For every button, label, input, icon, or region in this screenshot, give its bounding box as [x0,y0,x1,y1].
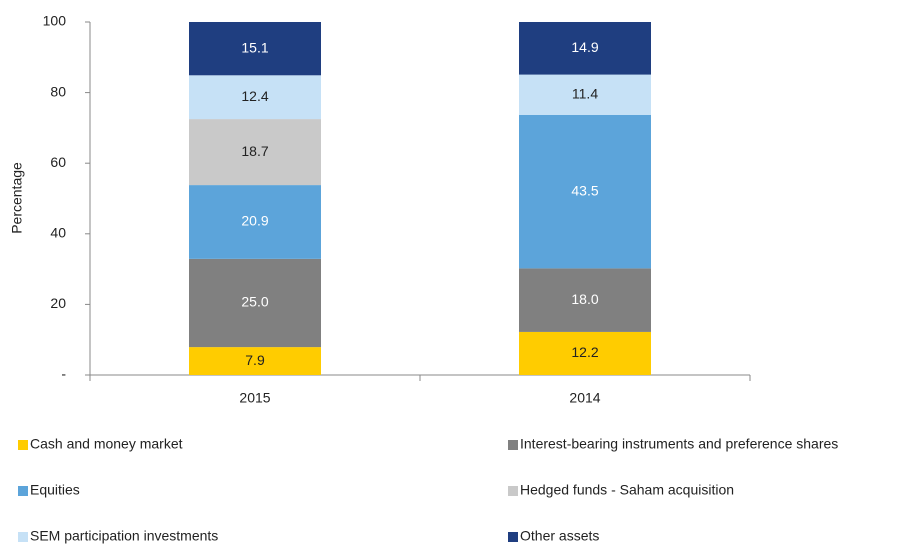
legend-label: Equities [30,482,80,498]
bar-segment [189,347,321,375]
bar-segment [519,268,651,332]
legend-swatch [508,440,518,450]
legend-swatch [18,486,28,496]
x-tick-label: 2014 [569,390,600,406]
data-label: 15.1 [241,39,268,55]
y-tick-label: 80 [50,83,66,99]
legend-swatch [508,486,518,496]
bar-segment [519,22,651,75]
legend-swatch [18,440,28,450]
data-label: 25.0 [241,294,268,310]
data-label: 12.2 [571,344,598,360]
y-tick-label: 20 [50,295,66,311]
data-label: 14.9 [571,39,598,55]
legend-swatch [18,532,28,542]
bar-segment [519,114,651,269]
bar-segment [189,22,321,76]
legend-label: Interest-bearing instruments and prefere… [520,436,838,452]
data-label: 12.4 [241,88,268,104]
data-label: 18.7 [241,143,268,159]
legend-label: Other assets [520,528,599,544]
bar-segment [519,74,651,115]
y-axis-label: Percentage [9,162,25,234]
data-label: 43.5 [571,182,598,198]
bar-segment [189,75,321,120]
bar-segment [189,119,321,186]
bar-segment [519,331,651,375]
data-label: 11.4 [572,85,598,101]
x-tick-label: 2015 [239,390,270,406]
legend-swatch [508,532,518,542]
y-tick-label: 100 [43,13,67,29]
y-tick-label: 40 [50,225,66,241]
data-label: 7.9 [245,352,265,368]
bar-segment [189,185,321,259]
legend-label: Cash and money market [30,436,183,452]
data-label: 18.0 [571,291,598,307]
y-tick-label: 60 [50,154,66,170]
y-tick-label: - [61,366,66,382]
bar-segment [189,258,321,348]
data-label: 20.9 [241,213,268,229]
legend-label: SEM participation investments [30,528,218,544]
legend-label: Hedged funds - Saham acquisition [520,482,734,498]
